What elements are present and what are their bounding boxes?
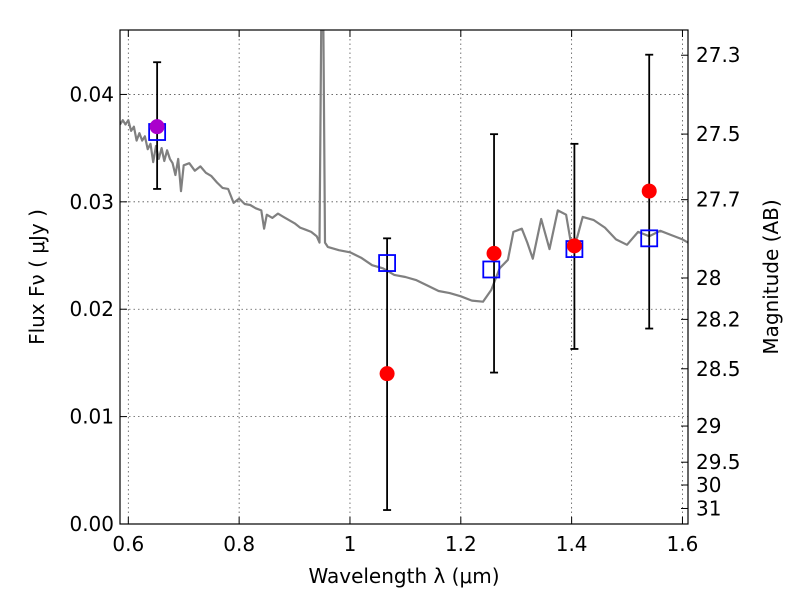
- y-tick-label: 0.00: [69, 512, 114, 536]
- mag-tick-label: 27.7: [696, 188, 741, 212]
- observed-point: [149, 119, 165, 135]
- mag-tick-label: 31: [696, 496, 721, 520]
- model-band-point: [482, 260, 501, 279]
- observed-point: [486, 245, 502, 261]
- model-band-point: [640, 229, 659, 248]
- mag-tick-label: 27.3: [696, 43, 741, 67]
- observed-point: [566, 238, 582, 254]
- x-tick-label: 1.4: [556, 532, 588, 556]
- mag-tick-label: 28.5: [696, 357, 741, 381]
- plot-frame: [119, 29, 689, 525]
- mag-tick-label: 28: [696, 266, 721, 290]
- plot-area: [120, 30, 688, 303]
- x-tick-label: 1.2: [445, 532, 477, 556]
- right-axis-label: Magnitude (AB): [759, 199, 783, 354]
- mag-tick-label: 27.5: [696, 122, 741, 146]
- x-tick-label: 1.6: [667, 532, 699, 556]
- y-axis-label: Flux Fν ( μJy ): [25, 209, 49, 345]
- data-points: [148, 53, 659, 511]
- mag-tick-label: 28.2: [696, 307, 741, 331]
- y-tick-label: 0.04: [69, 82, 114, 106]
- observed-point: [379, 366, 395, 382]
- x-tick-label: 0.8: [223, 532, 255, 556]
- y-tick-label: 0.02: [69, 297, 114, 321]
- axis-ticks: 0.6 0.8 1 1.2 1.4 1.6 0.00 0.01 0.02 0.03 0.04 27.3…: [69, 30, 741, 556]
- x-tick-label: 0.6: [112, 532, 144, 556]
- observed-point: [641, 183, 657, 199]
- y-tick-label: 0.03: [69, 190, 114, 214]
- model-band-point: [378, 254, 396, 272]
- mag-tick-label: 29: [696, 414, 721, 438]
- x-tick-label: 1: [344, 532, 357, 556]
- model-spectrum-line: [120, 30, 688, 303]
- mag-tick-label: 30: [696, 473, 721, 497]
- y-tick-label: 0.01: [69, 405, 114, 429]
- x-axis-label: Wavelength λ (μm): [308, 564, 499, 588]
- mag-tick-label: 29.5: [696, 450, 741, 474]
